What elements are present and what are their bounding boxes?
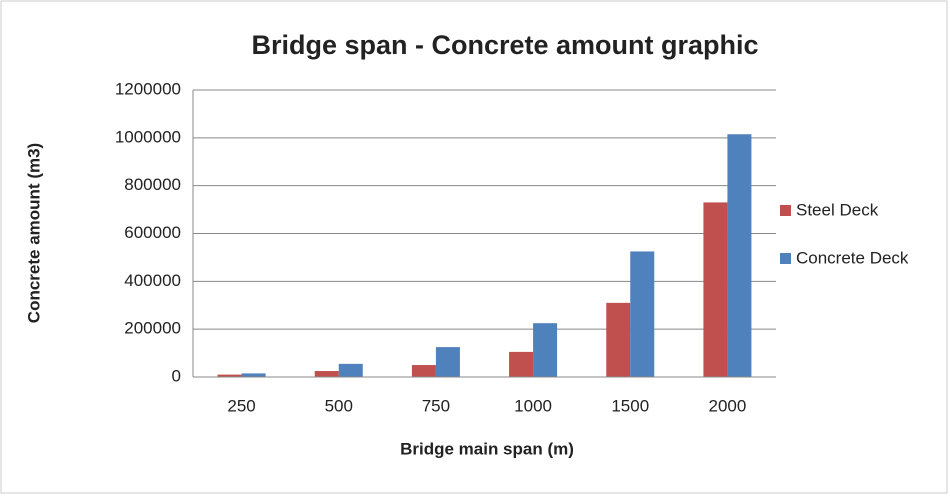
bar [533, 323, 558, 377]
bar [606, 302, 631, 377]
legend-label: Concrete Deck [796, 248, 909, 267]
legend-label: Steel Deck [796, 200, 879, 219]
bar [435, 347, 460, 377]
bar [411, 365, 436, 377]
x-tick-label: 2000 [709, 396, 747, 415]
bar [727, 134, 752, 377]
y-tick-label: 1200000 [115, 79, 181, 98]
bar [703, 202, 728, 377]
x-axis-label: Bridge main span (m) [400, 439, 574, 458]
x-tick-label: 1000 [514, 396, 552, 415]
x-tick-label: 1500 [611, 396, 649, 415]
bar [314, 371, 339, 377]
bar [338, 363, 363, 377]
y-axis-label: Concrete amount (m3) [24, 143, 43, 323]
bar [217, 374, 242, 377]
bar [509, 351, 534, 377]
y-tick-label: 600000 [124, 223, 181, 242]
x-tick-label: 250 [227, 396, 255, 415]
y-tick-label: 800000 [124, 175, 181, 194]
y-tick-label: 0 [172, 366, 181, 385]
x-tick-label: 750 [422, 396, 450, 415]
y-tick-label: 200000 [124, 319, 181, 338]
chart-title: Bridge span - Concrete amount graphic [251, 30, 758, 60]
x-tick-label: 500 [325, 396, 353, 415]
y-tick-label: 400000 [124, 271, 181, 290]
bar [630, 251, 655, 377]
bar [241, 373, 266, 377]
legend-swatch [780, 205, 791, 216]
legend-swatch [780, 253, 791, 264]
y-tick-label: 1000000 [115, 127, 181, 146]
